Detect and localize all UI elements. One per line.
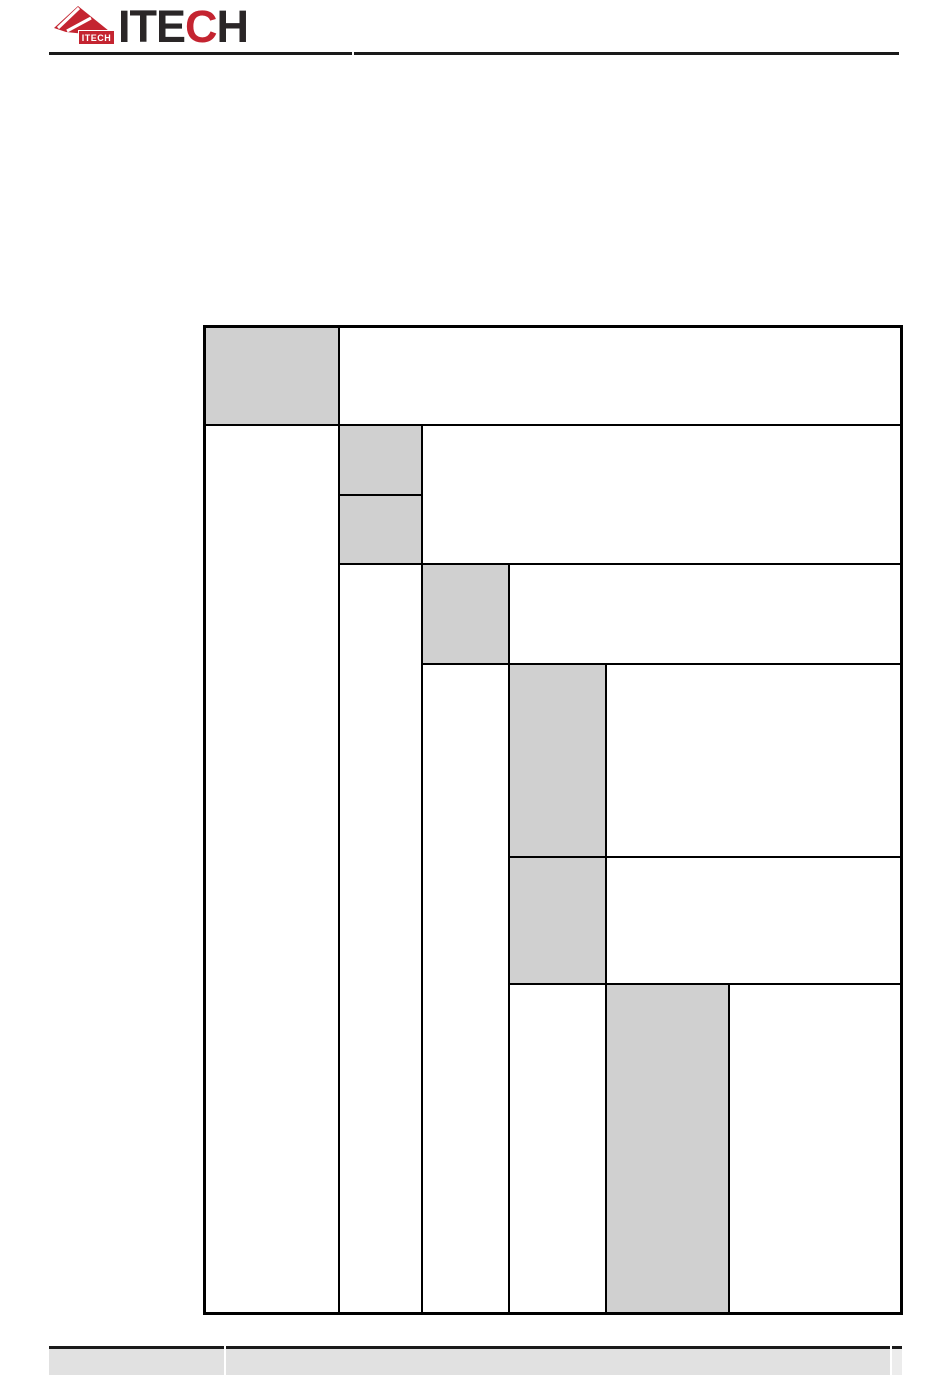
table-header-cell [509,857,606,984]
table-cell [422,425,901,564]
table-cell [422,664,509,1313]
spec-table [203,325,903,1315]
logo-badge: ITECH [78,30,115,45]
table-cell [339,327,901,425]
footer-bar-end [892,1346,902,1375]
logo-swoosh-icon [54,6,114,37]
table-cell [205,425,339,1313]
itech-logo: ITECH ITECH [54,4,284,50]
table-cell [606,857,901,984]
logo-wordmark: ITECH [118,1,249,52]
header-rule-left [49,52,352,55]
logo-wordmark-prefix: ITE [118,1,186,52]
header-rule-right [354,52,899,55]
table-cell [729,984,901,1313]
table-header-cell [339,495,422,564]
table-cell [606,664,901,857]
footer-bar-left [49,1346,224,1375]
table-header-cell [205,327,339,425]
table-cell [509,984,606,1313]
footer-bar-center [226,1346,890,1375]
table-header-cell [339,425,422,495]
table-header-cell [606,984,729,1313]
logo-wordmark-accent: C [185,1,217,52]
table-cell [509,564,901,664]
table-header-cell [422,564,509,664]
table-cell [339,564,422,1313]
logo-wordmark-suffix: H [216,1,249,52]
table-header-cell [509,664,606,857]
